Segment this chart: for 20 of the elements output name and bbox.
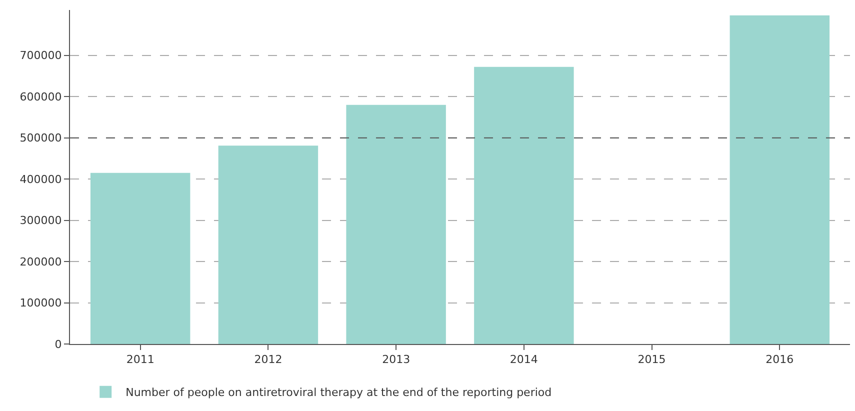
bar: [474, 66, 574, 344]
x-tick-label: 2011: [126, 353, 154, 366]
x-tick-label: 2012: [254, 353, 282, 366]
x-tick-label: 2016: [766, 353, 794, 366]
y-tick-label: 500000: [20, 132, 62, 145]
y-tick-label: 100000: [20, 296, 62, 310]
bar: [218, 146, 318, 344]
y-tick-label: 400000: [20, 172, 62, 186]
y-tick-label: 600000: [20, 90, 62, 104]
y-tick-label: 700000: [20, 49, 62, 62]
bar: [730, 15, 830, 344]
x-tick-label: 2013: [382, 353, 410, 366]
y-tick-label: 300000: [20, 214, 62, 228]
bar: [90, 172, 190, 344]
y-tick-label: 200000: [20, 255, 62, 268]
x-tick-label: 2015: [638, 353, 666, 366]
bar: [346, 104, 446, 344]
x-tick-label: 2014: [510, 353, 538, 366]
y-tick-label: 0: [54, 338, 62, 351]
legend-label: Number of people on antiretroviral therapy at the end of the reporting period: [126, 386, 552, 400]
